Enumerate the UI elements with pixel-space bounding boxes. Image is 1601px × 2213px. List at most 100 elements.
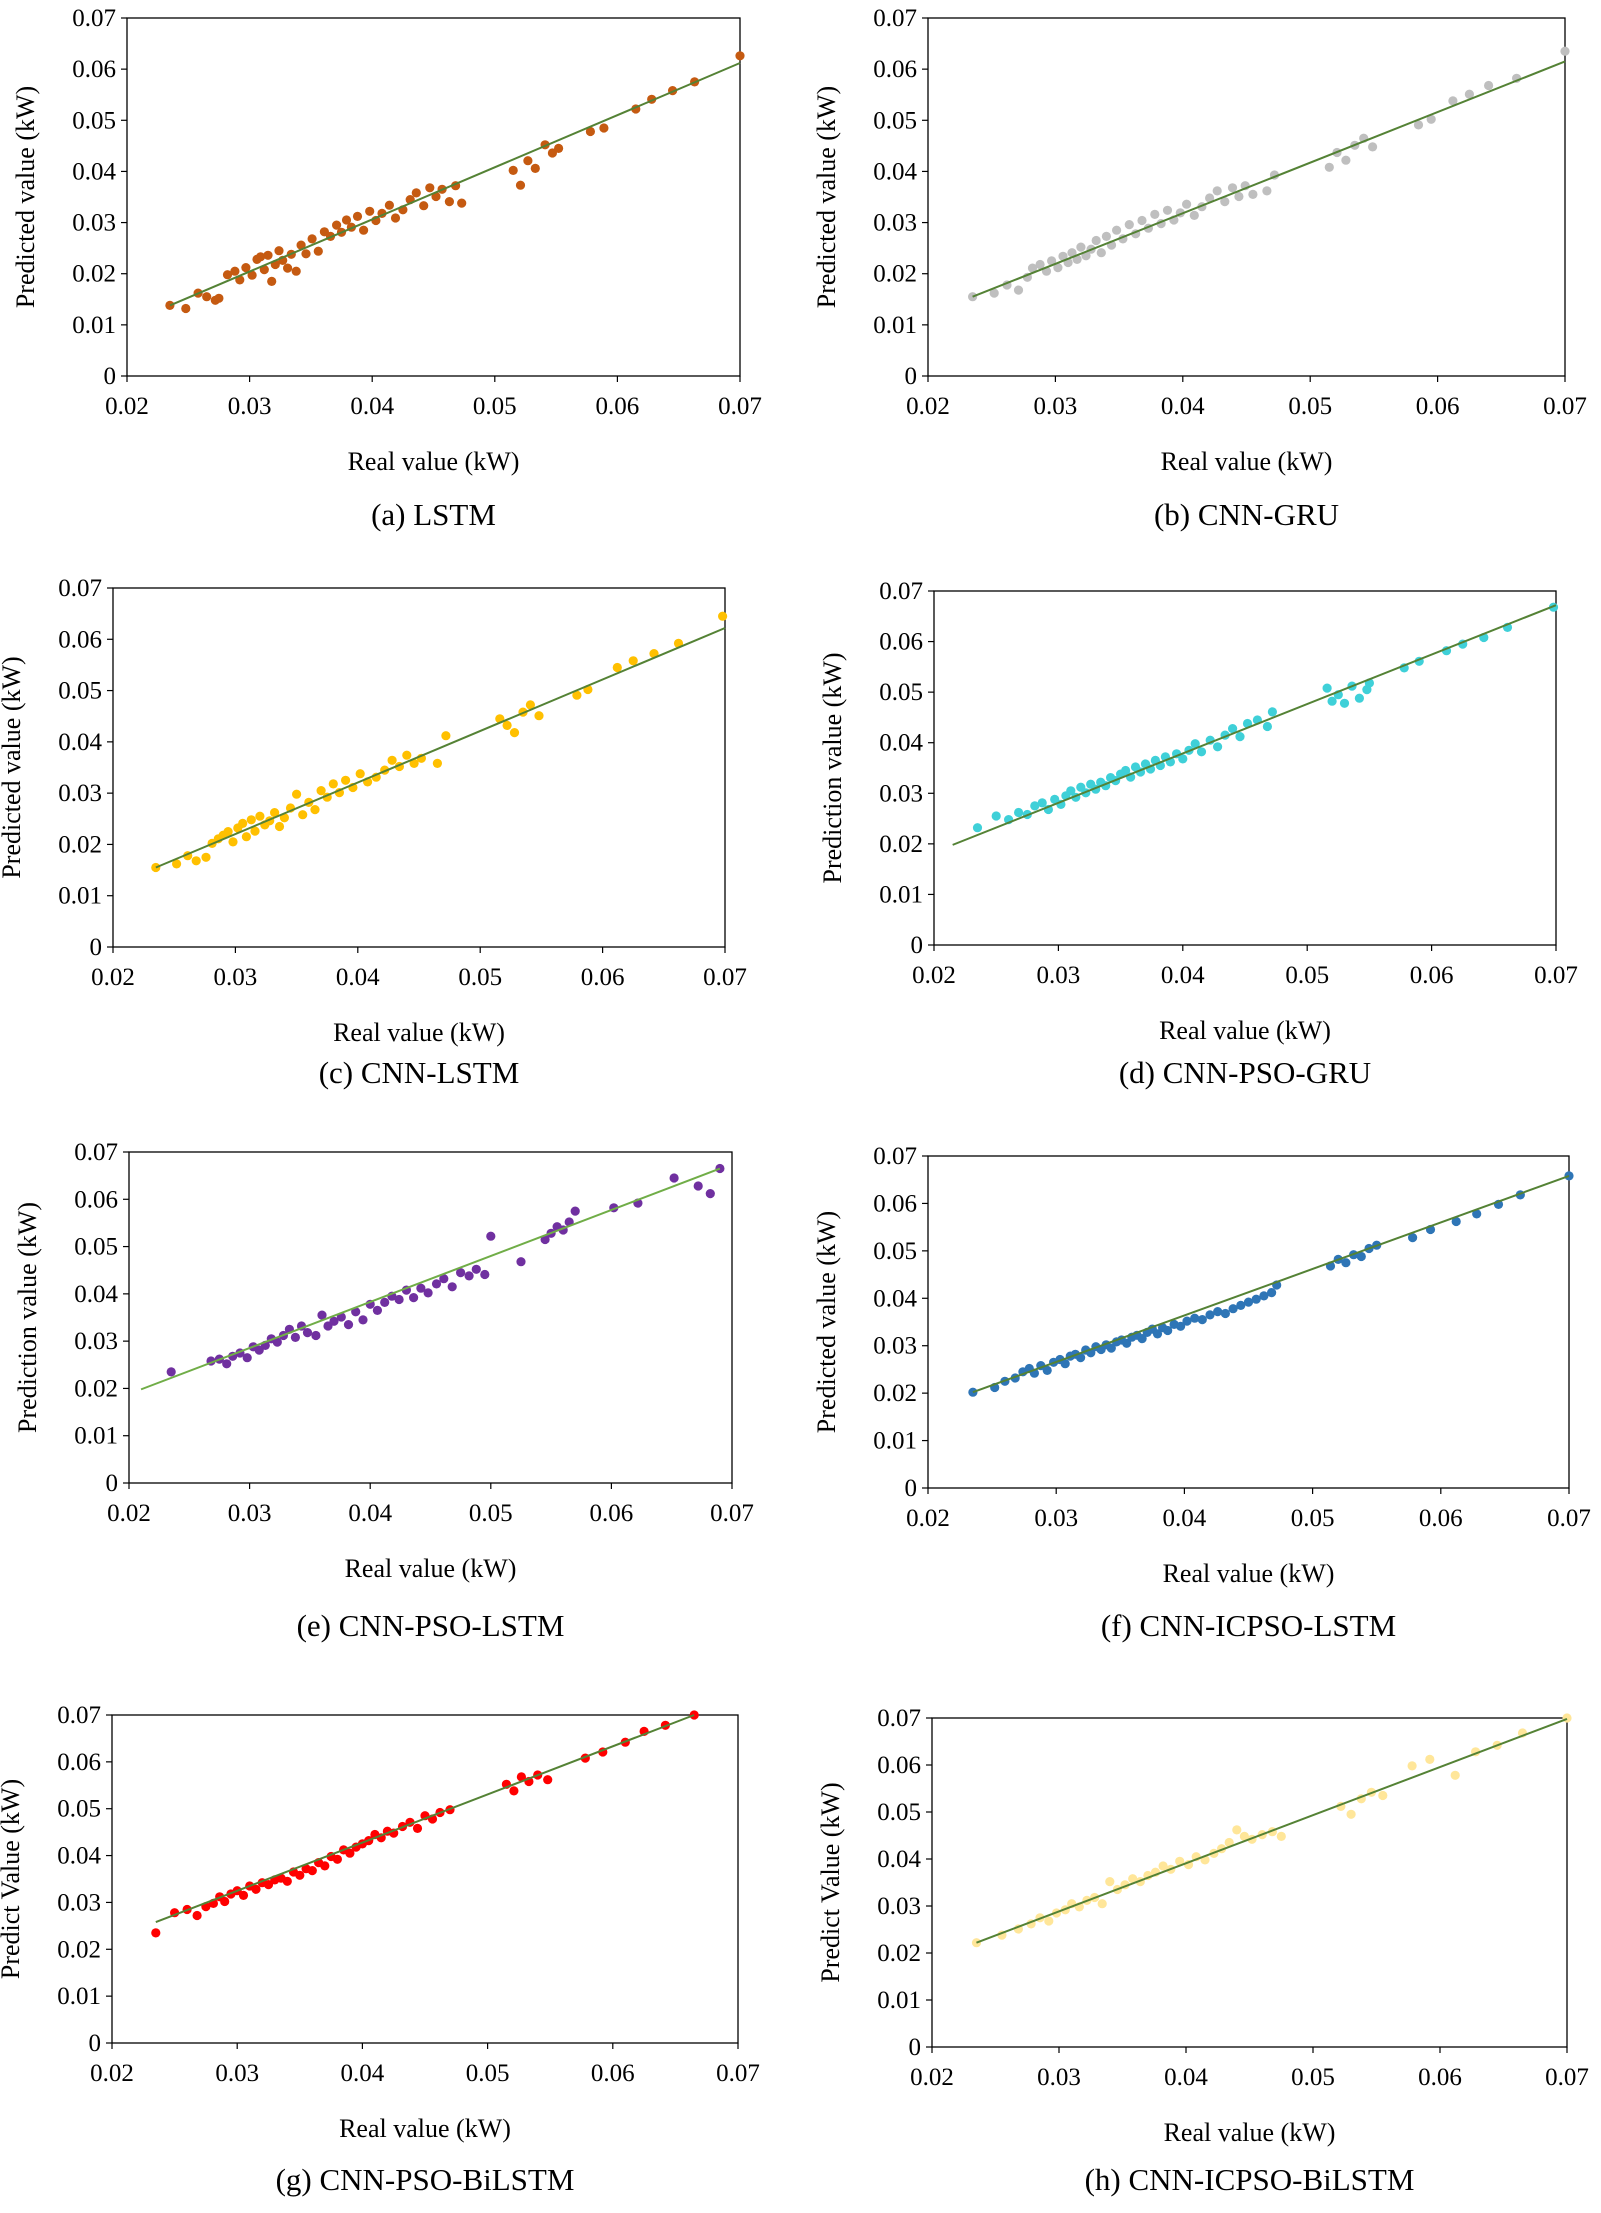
x-axis-label: Real value (kW) bbox=[348, 447, 520, 476]
data-point bbox=[1205, 1310, 1215, 1320]
data-point bbox=[1042, 1365, 1052, 1375]
data-point bbox=[1190, 1313, 1200, 1323]
data-point bbox=[313, 246, 323, 256]
data-point bbox=[1450, 1770, 1460, 1780]
data-point bbox=[1426, 114, 1436, 124]
trend-line bbox=[976, 1718, 1568, 1944]
x-tick-label: 0.02 bbox=[90, 2060, 134, 2087]
y-axis-label: Predicted value (kW) bbox=[0, 656, 26, 878]
x-tick-label: 0.04 bbox=[1161, 393, 1205, 420]
data-point bbox=[1368, 142, 1378, 152]
x-tick-label: 0.03 bbox=[215, 2060, 259, 2087]
data-point bbox=[332, 1854, 342, 1864]
y-tick-label: 0 bbox=[905, 363, 918, 390]
data-point bbox=[1228, 1304, 1238, 1314]
x-tick-label: 0.03 bbox=[1034, 393, 1078, 420]
y-tick-label: 0.06 bbox=[57, 1749, 101, 1776]
y-tick-label: 0.07 bbox=[58, 575, 102, 602]
x-tick-label: 0.04 bbox=[336, 964, 380, 991]
data-point bbox=[290, 1332, 300, 1342]
data-point bbox=[296, 240, 306, 250]
data-point bbox=[222, 1359, 232, 1369]
x-tick-label: 0.05 bbox=[466, 2060, 510, 2087]
x-tick-label: 0.07 bbox=[1547, 1505, 1591, 1532]
y-tick-label: 0.04 bbox=[58, 729, 102, 756]
y-tick-label: 0.04 bbox=[877, 1846, 921, 1873]
y-tick-label: 0 bbox=[89, 2030, 102, 2057]
data-point bbox=[1067, 248, 1077, 258]
panel-caption: (d) CNN-PSO-GRU bbox=[1119, 1055, 1371, 1090]
data-point bbox=[390, 213, 401, 223]
data-point bbox=[351, 1307, 361, 1317]
data-point bbox=[1101, 231, 1111, 241]
data-point bbox=[456, 1268, 466, 1278]
y-tick-label: 0.04 bbox=[72, 158, 116, 185]
data-point bbox=[1227, 183, 1238, 193]
data-point bbox=[355, 769, 365, 779]
data-point bbox=[1339, 698, 1350, 708]
data-point bbox=[263, 250, 273, 260]
trend-line bbox=[140, 1167, 721, 1391]
y-tick-label: 0 bbox=[90, 934, 103, 961]
plot-frame bbox=[931, 1717, 1568, 2048]
panel-caption: (a) LSTM bbox=[371, 497, 496, 532]
y-tick-label: 0.04 bbox=[873, 1285, 917, 1312]
data-point bbox=[1137, 215, 1147, 226]
data-point bbox=[358, 1315, 368, 1325]
x-tick-label: 0.03 bbox=[228, 393, 272, 420]
data-point bbox=[1158, 1861, 1168, 1871]
data-point bbox=[291, 266, 301, 276]
x-tick-label: 0.04 bbox=[1161, 962, 1205, 989]
data-point bbox=[1262, 721, 1272, 732]
data-point bbox=[572, 690, 582, 700]
x-tick-label: 0.03 bbox=[214, 964, 258, 991]
data-point bbox=[1047, 256, 1057, 266]
data-point bbox=[693, 1181, 703, 1191]
y-tick-label: 0.07 bbox=[57, 1702, 101, 1729]
x-axis-label: Real value (kW) bbox=[1159, 1016, 1331, 1045]
data-point bbox=[543, 1775, 553, 1785]
data-point bbox=[439, 1274, 449, 1284]
y-tick-label: 0.05 bbox=[57, 1796, 101, 1823]
x-axis-label: Real value (kW) bbox=[345, 1554, 517, 1583]
x-tick-label: 0.07 bbox=[703, 964, 747, 991]
x-tick-label: 0.07 bbox=[718, 393, 762, 420]
data-point bbox=[192, 1910, 202, 1921]
data-point bbox=[525, 700, 536, 710]
data-point bbox=[384, 200, 394, 210]
panel-caption: (c) CNN-LSTM bbox=[319, 1055, 520, 1090]
x-tick-label: 0.04 bbox=[1164, 2064, 1208, 2091]
data-point bbox=[387, 755, 397, 765]
data-point bbox=[416, 1283, 426, 1293]
x-axis-label: Real value (kW) bbox=[339, 2114, 511, 2143]
data-point bbox=[705, 1189, 715, 1199]
data-point bbox=[1163, 1325, 1173, 1336]
data-point bbox=[1035, 259, 1045, 270]
data-point bbox=[394, 1294, 404, 1305]
data-point bbox=[298, 810, 308, 820]
data-point bbox=[246, 815, 256, 825]
data-point bbox=[365, 206, 375, 216]
y-tick-label: 0.04 bbox=[873, 158, 917, 185]
x-tick-label: 0.06 bbox=[581, 964, 625, 991]
data-point bbox=[1212, 186, 1222, 196]
y-tick-label: 0.01 bbox=[873, 312, 917, 339]
data-point bbox=[1076, 1353, 1086, 1363]
y-tick-label: 0.01 bbox=[74, 1423, 118, 1450]
y-tick-label: 0.01 bbox=[72, 312, 116, 339]
y-tick-label: 0 bbox=[909, 2034, 922, 2061]
data-point bbox=[165, 300, 175, 310]
data-point bbox=[1213, 742, 1223, 752]
data-point bbox=[228, 837, 238, 847]
data-point bbox=[1251, 1294, 1261, 1304]
data-point bbox=[222, 270, 233, 280]
y-tick-label: 0.07 bbox=[873, 1143, 917, 1170]
data-point bbox=[345, 1848, 355, 1858]
data-point bbox=[718, 611, 728, 621]
data-point bbox=[282, 1876, 292, 1886]
y-axis-label: Predicted value (kW) bbox=[11, 86, 40, 308]
data-point bbox=[628, 656, 638, 666]
data-point bbox=[341, 775, 351, 785]
y-tick-label: 0.04 bbox=[57, 1843, 101, 1870]
data-point bbox=[471, 1264, 481, 1274]
